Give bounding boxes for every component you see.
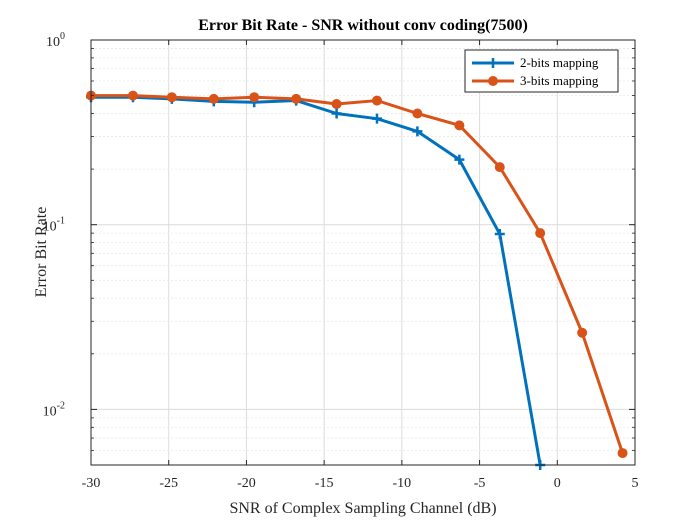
series-line <box>91 94 624 454</box>
x-tick-labels: -30 -25 -20 -15 -10 -5 0 5 <box>82 476 639 491</box>
data-point <box>617 448 628 459</box>
ticks <box>90 39 636 465</box>
data-point <box>291 93 302 104</box>
x-tick-label: 0 <box>554 476 561 491</box>
x-tick-label: -25 <box>159 476 178 491</box>
x-tick-label: -15 <box>315 476 334 491</box>
y-tick-labels: 10-2 10-1 100 <box>43 31 65 419</box>
legend-label-2bits: 2-bits mapping <box>520 55 599 70</box>
data-point <box>412 126 423 137</box>
plot-area <box>91 40 635 465</box>
chart-title: Error Bit Rate - SNR without conv coding… <box>198 17 528 34</box>
data-point <box>494 162 505 173</box>
legend-marker-circle <box>488 76 498 86</box>
data-point <box>331 99 342 110</box>
legend: 2-bits mapping 3-bits mapping <box>464 49 619 93</box>
data-point <box>331 108 342 119</box>
x-tick-label: -5 <box>474 476 486 491</box>
x-tick-label: -20 <box>237 476 256 491</box>
data-point <box>166 92 177 103</box>
y-axis-label: Error Bit Rate <box>33 207 50 298</box>
y-tick-label: 10-1 <box>43 216 65 235</box>
data-point <box>494 229 505 240</box>
data-point <box>535 228 546 239</box>
series-2 <box>86 90 628 459</box>
series-line <box>91 95 542 466</box>
data-point <box>577 327 588 338</box>
data-point <box>371 95 382 106</box>
data-point <box>371 113 382 124</box>
x-axis-label: SNR of Complex Sampling Channel (dB) <box>229 500 496 517</box>
data-point <box>454 154 465 165</box>
x-tick-label: 5 <box>632 476 639 491</box>
x-tick-label: -10 <box>393 476 412 491</box>
data-point <box>412 108 423 119</box>
y-tick-label: 100 <box>46 31 65 50</box>
legend-marker-plus <box>488 58 498 68</box>
data-point <box>208 93 219 104</box>
y-tick-label: 10-2 <box>43 400 65 419</box>
x-tick-label: -30 <box>82 476 101 491</box>
legend-label-3bits: 3-bits mapping <box>520 73 599 88</box>
data-point <box>454 120 465 131</box>
data-point <box>127 90 138 101</box>
axes-box <box>90 39 636 466</box>
series-layer <box>86 90 628 470</box>
data-point <box>249 92 260 103</box>
